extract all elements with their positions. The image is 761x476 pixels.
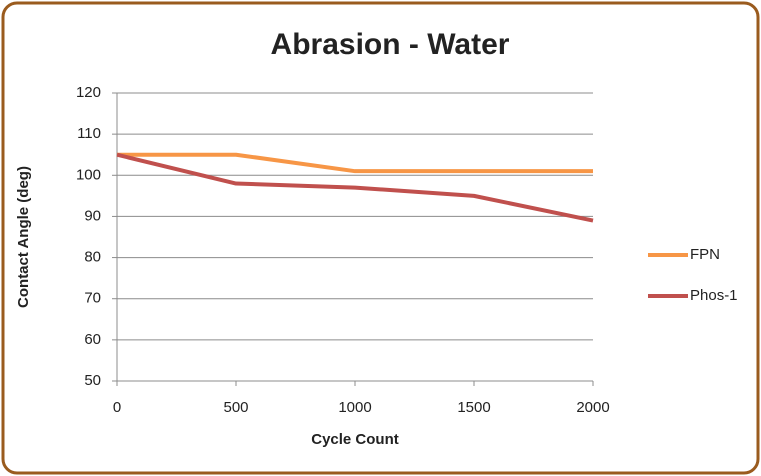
x-tick-label: 1000 (338, 399, 371, 416)
y-tick-label: 60 (84, 331, 101, 348)
y-tick-label: 120 (76, 84, 101, 101)
x-tick-label: 500 (223, 399, 248, 416)
x-tick-label: 0 (113, 399, 121, 416)
x-tick-label: 2000 (576, 399, 609, 416)
y-tick-label: 100 (76, 166, 101, 183)
legend-label: FPN (690, 246, 720, 263)
legend-label: Phos-1 (690, 287, 738, 304)
y-tick-label: 110 (77, 125, 101, 142)
y-tick-label: 50 (84, 372, 101, 389)
y-tick-label: 70 (84, 290, 101, 307)
y-tick-label: 80 (84, 249, 101, 266)
x-tick-label: 1500 (457, 399, 490, 416)
chart-title: Abrasion - Water (271, 28, 510, 61)
data-line (116, 152, 594, 223)
data-line (117, 152, 593, 174)
y-tick-label: 90 (84, 207, 101, 224)
x-axis-label: Cycle Count (311, 431, 399, 448)
y-axis-label: Contact Angle (deg) (15, 166, 32, 308)
